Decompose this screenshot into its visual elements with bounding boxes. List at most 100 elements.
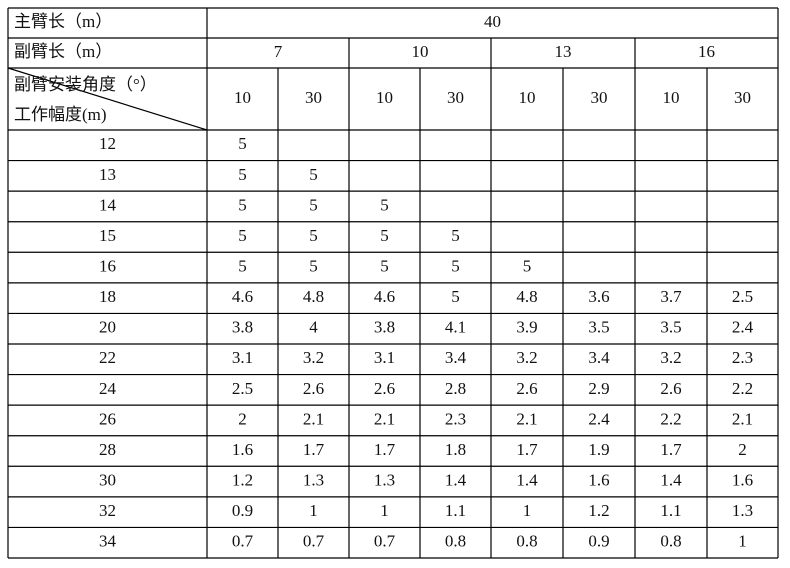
load-cell: 1 bbox=[738, 532, 747, 551]
load-cell: 1.7 bbox=[660, 440, 682, 459]
load-cell: 5 bbox=[238, 165, 247, 184]
load-cell: 3.1 bbox=[374, 348, 395, 367]
load-cell: 3.1 bbox=[232, 348, 253, 367]
angle: 30 bbox=[591, 88, 608, 107]
load-cell: 0.9 bbox=[588, 532, 609, 551]
load-cell: 1 bbox=[380, 501, 389, 520]
load-cell: 3.2 bbox=[516, 348, 537, 367]
load-cell: 3.6 bbox=[588, 287, 609, 306]
load-cell: 2.1 bbox=[374, 409, 395, 428]
load-cell: 2.6 bbox=[660, 379, 681, 398]
load-cell: 0.7 bbox=[303, 532, 325, 551]
cell-border bbox=[7, 67, 208, 131]
load-cell: 5 bbox=[523, 256, 532, 275]
radius-cell: 32 bbox=[99, 501, 116, 520]
load-cell: 3.8 bbox=[232, 318, 253, 337]
load-cell: 0.8 bbox=[516, 532, 537, 551]
radius-cell: 26 bbox=[99, 409, 116, 428]
load-cell: 2.1 bbox=[303, 409, 324, 428]
load-cell: 3.2 bbox=[660, 348, 681, 367]
load-cell: 5 bbox=[238, 256, 247, 275]
radius-cell: 12 bbox=[99, 134, 116, 153]
load-cell: 3.5 bbox=[588, 318, 609, 337]
load-cell: 1.3 bbox=[374, 470, 395, 489]
load-cell: 0.8 bbox=[445, 532, 466, 551]
header-label: 副臂安装角度（°） bbox=[14, 75, 157, 94]
angle: 30 bbox=[447, 88, 464, 107]
load-cell: 3.5 bbox=[660, 318, 681, 337]
load-cell: 1.3 bbox=[303, 470, 324, 489]
load-cell: 1 bbox=[309, 501, 318, 520]
radius-cell: 13 bbox=[99, 165, 116, 184]
load-cell: 5 bbox=[238, 195, 247, 214]
header-label: 主臂长（m） bbox=[14, 12, 112, 31]
load-cell: 3.7 bbox=[660, 287, 682, 306]
load-cell: 1.4 bbox=[445, 470, 467, 489]
angle: 10 bbox=[234, 88, 251, 107]
load-cell: 1.2 bbox=[232, 470, 253, 489]
angle: 10 bbox=[663, 88, 680, 107]
load-cell: 1.6 bbox=[588, 470, 609, 489]
load-cell: 5 bbox=[238, 134, 247, 153]
load-cell: 4.6 bbox=[232, 287, 253, 306]
load-cell: 2.8 bbox=[445, 379, 466, 398]
load-cell: 2.3 bbox=[732, 348, 753, 367]
load-cell: 2.6 bbox=[516, 379, 537, 398]
radius-cell: 16 bbox=[99, 256, 116, 275]
load-cell: 1.6 bbox=[232, 440, 253, 459]
load-cell: 2.6 bbox=[303, 379, 324, 398]
load-cell: 4 bbox=[309, 318, 318, 337]
load-cell: 2.4 bbox=[588, 409, 610, 428]
radius-cell: 20 bbox=[99, 318, 116, 337]
radius-cell: 34 bbox=[99, 532, 117, 551]
load-cell: 4.1 bbox=[445, 318, 466, 337]
load-cell: 5 bbox=[380, 256, 389, 275]
radius-cell: 22 bbox=[99, 348, 116, 367]
load-cell: 0.7 bbox=[232, 532, 254, 551]
load-cell: 2.2 bbox=[732, 379, 753, 398]
load-cell: 1.8 bbox=[445, 440, 466, 459]
load-cell: 5 bbox=[238, 226, 247, 245]
jib-length: 10 bbox=[412, 42, 429, 61]
radius-cell: 14 bbox=[99, 195, 117, 214]
header-label: 工作幅度(m) bbox=[14, 105, 107, 124]
load-cell: 1.1 bbox=[660, 501, 681, 520]
load-cell: 2 bbox=[238, 409, 247, 428]
load-cell: 2.3 bbox=[445, 409, 466, 428]
radius-cell: 24 bbox=[99, 379, 117, 398]
load-cell: 2.9 bbox=[588, 379, 609, 398]
load-cell: 3.4 bbox=[445, 348, 467, 367]
load-cell: 0.8 bbox=[660, 532, 681, 551]
load-cell: 1.6 bbox=[732, 470, 753, 489]
load-cell: 5 bbox=[309, 195, 318, 214]
load-cell: 1.7 bbox=[374, 440, 396, 459]
angle: 10 bbox=[376, 88, 393, 107]
load-cell: 5 bbox=[451, 256, 460, 275]
load-cell: 2.2 bbox=[660, 409, 681, 428]
load-cell: 5 bbox=[380, 195, 389, 214]
angle: 30 bbox=[734, 88, 751, 107]
load-cell: 1.4 bbox=[660, 470, 682, 489]
angle: 30 bbox=[305, 88, 322, 107]
load-cell: 2.5 bbox=[732, 287, 753, 306]
load-cell: 1 bbox=[523, 501, 532, 520]
load-cell: 5 bbox=[309, 226, 318, 245]
load-cell: 4.6 bbox=[374, 287, 395, 306]
load-cell: 1.7 bbox=[516, 440, 538, 459]
load-cell: 0.9 bbox=[232, 501, 253, 520]
load-cell: 1.9 bbox=[588, 440, 609, 459]
load-cell: 5 bbox=[451, 287, 460, 306]
load-cell: 1.2 bbox=[588, 501, 609, 520]
jib-length: 16 bbox=[698, 42, 715, 61]
load-cell: 3.2 bbox=[303, 348, 324, 367]
load-cell: 5 bbox=[309, 165, 318, 184]
jib-length: 13 bbox=[555, 42, 572, 61]
load-cell: 4.8 bbox=[303, 287, 324, 306]
load-cell: 4.8 bbox=[516, 287, 537, 306]
radius-cell: 15 bbox=[99, 226, 116, 245]
load-cell: 5 bbox=[380, 226, 389, 245]
load-cell: 0.7 bbox=[374, 532, 396, 551]
load-cell: 1.7 bbox=[303, 440, 325, 459]
